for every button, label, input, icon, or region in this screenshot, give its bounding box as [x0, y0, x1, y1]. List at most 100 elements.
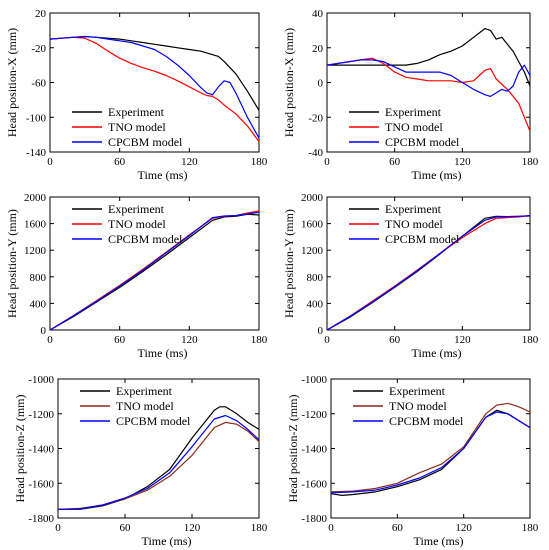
legend-label: TNO model: [385, 120, 443, 134]
y-tick-label: -1000: [301, 374, 327, 386]
legend-label: CPCBM model: [385, 232, 460, 246]
y-axis-label: Head position-Z (mm): [286, 395, 300, 503]
series-line-experiment: [327, 28, 531, 87]
y-tick-label: 20: [312, 43, 324, 55]
plot-frame: [326, 196, 531, 331]
legend-label: TNO model: [385, 217, 443, 231]
chart-panel-6: 0 60 120 180 -1000 -1200 -1400 -1600 -1800 Time (…: [286, 374, 539, 548]
x-tick-label: 180: [522, 334, 539, 346]
y-tick-label: -1200: [301, 409, 327, 421]
x-axis-label: Time (ms): [412, 346, 462, 360]
x-tick-label: 180: [251, 522, 268, 534]
y-tick-label: 0: [318, 78, 324, 90]
x-tick-label: 60: [120, 522, 132, 534]
series-line-cpcbm-model: [326, 215, 531, 331]
plot-frame: [49, 196, 260, 331]
y-tick-label: -20: [308, 112, 323, 124]
legend-label: Experiment: [385, 202, 442, 216]
y-tick-label: 0: [318, 325, 324, 337]
series-line-cpcbm-model: [57, 414, 260, 510]
legend-label: CPCBM model: [116, 414, 191, 428]
x-tick-label: 0: [328, 522, 334, 534]
chart-panel-4: 0 60 120 180 2000 1600 1200 800 400 0 Time (ms) Hea…: [282, 192, 539, 360]
y-tick-label: 2000: [301, 192, 324, 204]
x-tick-label: 180: [522, 156, 539, 168]
y-tick-label: 800: [30, 272, 47, 284]
y-tick-label: -1400: [28, 444, 54, 456]
series-line-tno-model: [57, 421, 260, 510]
y-axis-label: Head position-Y (mm): [5, 209, 19, 318]
x-tick-label: 60: [389, 156, 401, 168]
series-line-tno-model: [330, 402, 531, 493]
legend-label: Experiment: [108, 105, 165, 119]
y-tick-label: -40: [308, 147, 323, 159]
y-axis-label: Head position-Z (mm): [13, 395, 27, 503]
x-axis-label: Time (ms): [138, 346, 188, 360]
x-tick-label: 0: [324, 334, 330, 346]
x-axis-label: Time (ms): [142, 534, 192, 548]
y-tick-label: 40: [312, 8, 324, 20]
legend-label: CPCBM model: [389, 414, 464, 428]
y-tick-label: 800: [307, 272, 324, 284]
legend-label: TNO model: [108, 217, 166, 231]
legend-label: Experiment: [108, 202, 165, 216]
series-line-cpcbm-model: [326, 59, 531, 98]
y-axis-label: Head position-Y (mm): [282, 209, 296, 318]
x-tick-label: 0: [47, 156, 53, 168]
legend-label: CPCBM model: [108, 135, 183, 149]
series-line-tno-model: [49, 36, 260, 142]
x-tick-label: 120: [184, 522, 201, 534]
y-tick-label: 400: [307, 298, 324, 310]
y-tick-label: -20: [31, 43, 46, 55]
x-tick-label: 120: [455, 522, 472, 534]
y-axis-label: Head position-X (mm): [5, 28, 19, 137]
y-tick-label: -1800: [28, 513, 54, 525]
x-axis-label: Time (ms): [414, 534, 464, 548]
chart-panel-2: 0 60 120 180 40 20 0 -20 -40 Time (ms) Head positi…: [282, 8, 539, 182]
y-tick-label: 1200: [301, 245, 324, 257]
legend-label: TNO model: [389, 399, 447, 413]
y-tick-label: -1000: [28, 374, 54, 386]
legend-label: Experiment: [385, 105, 442, 119]
y-tick-label: -140: [26, 147, 47, 159]
chart-panel-3: 0 60 120 180 2000 1600 1200 800 400 0 Time (ms) Hea…: [5, 192, 268, 360]
x-tick-label: 120: [454, 156, 471, 168]
series-line-cpcbm-model: [330, 411, 531, 494]
legend-label: TNO model: [108, 120, 166, 134]
y-tick-label: -60: [31, 78, 46, 90]
y-tick-label: 2000: [24, 192, 47, 204]
x-tick-label: 120: [454, 334, 471, 346]
legend-label: CPCBM model: [385, 135, 460, 149]
x-tick-label: 60: [114, 334, 126, 346]
chart-panel-1: 0 60 120 180 20 -20 -60 -100 -140 Time (ms) Head p…: [5, 8, 268, 182]
y-tick-label: -1400: [301, 444, 327, 456]
y-tick-label: -1800: [301, 513, 327, 525]
x-tick-label: 0: [324, 156, 330, 168]
series-line-experiment: [49, 35, 260, 111]
y-tick-label: -1600: [28, 478, 54, 490]
series-line-cpcbm-model: [49, 35, 260, 139]
x-tick-label: 60: [389, 334, 401, 346]
y-tick-label: 400: [30, 298, 47, 310]
x-tick-label: 120: [181, 156, 198, 168]
x-tick-label: 60: [114, 156, 126, 168]
legend-label: Experiment: [116, 384, 173, 398]
y-tick-label: 20: [35, 8, 47, 20]
y-tick-label: -1600: [301, 478, 327, 490]
x-tick-label: 60: [392, 522, 404, 534]
x-axis-label: Time (ms): [412, 168, 462, 182]
legend-label: CPCBM model: [108, 232, 183, 246]
x-tick-label: 180: [251, 334, 268, 346]
legend-label: Experiment: [389, 384, 446, 398]
y-tick-label: 1600: [301, 219, 324, 231]
x-tick-label: 180: [251, 156, 268, 168]
y-tick-label: 1200: [24, 245, 47, 257]
y-tick-label: -100: [26, 112, 47, 124]
x-tick-label: 180: [522, 522, 539, 534]
chart-panel-5: 0 60 120 180 -1000 -1200 -1400 -1600 -1800 Time (…: [13, 374, 268, 548]
